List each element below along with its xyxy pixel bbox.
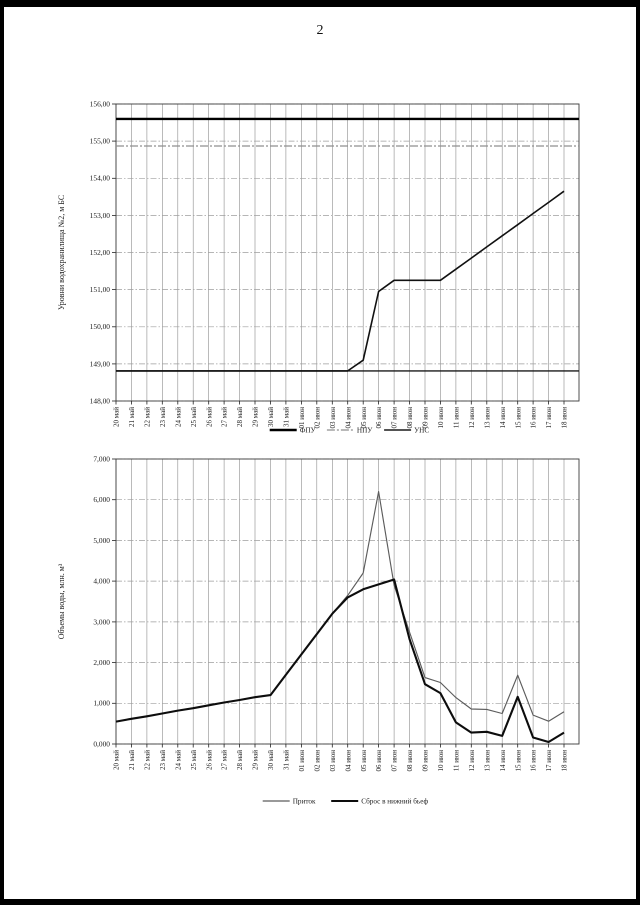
series-line <box>115 578 565 744</box>
x-tick-label: 14 июн <box>499 750 507 772</box>
y-tick-label: 4,000 <box>93 577 110 586</box>
y-tick-label: 0,000 <box>93 739 110 748</box>
x-tick-label: 01 июн <box>298 407 306 429</box>
y-tick-label: 1,000 <box>93 699 110 708</box>
x-tick-label: 09 июн <box>422 750 430 772</box>
y-tick-label: 153,00 <box>90 211 111 220</box>
x-tick-label: 13 июн <box>483 407 491 429</box>
x-tick-label: 05 июн <box>360 750 368 772</box>
x-tick-label: 10 июн <box>437 750 445 772</box>
x-tick-label: 28 май <box>236 407 244 427</box>
reservoir-levels-chart: 148,00 149,00 150,00 151,00 152,00 153,00 154,… <box>57 99 580 435</box>
x-tick-label: 20 май <box>113 750 121 770</box>
x-tick-label: 11 июн <box>453 750 461 771</box>
y-tick-label: 149,00 <box>90 359 111 368</box>
x-tick-label: 27 май <box>221 750 229 770</box>
legend-label: ФПУ <box>300 427 317 435</box>
x-tick-label: 31 май <box>283 750 291 770</box>
x-tick-label: 23 май <box>159 407 167 427</box>
x-tick-label: 06 июн <box>375 407 383 429</box>
x-tick-label: 17 июн <box>545 750 553 772</box>
x-tick-label: 18 июн <box>561 750 569 772</box>
x-tick-label: 22 май <box>144 750 152 770</box>
x-tick-label: 10 июн <box>437 407 445 429</box>
x-tick-label: 17 июн <box>545 407 553 429</box>
x-tick-label: 05 июн <box>360 407 368 429</box>
x-tick-label: 21 май <box>128 750 136 770</box>
x-tick-label: 27 май <box>221 407 229 427</box>
x-tick-label: 15 июн <box>514 750 522 772</box>
x-tick-label: 16 июн <box>530 407 538 429</box>
x-tick-label: 18 июн <box>561 407 569 429</box>
x-tick-label: 24 май <box>174 407 182 427</box>
x-tick-label: 20 май <box>113 407 121 427</box>
x-tick-label: 13 июн <box>483 750 491 772</box>
y-tick-label: 154,00 <box>90 174 111 183</box>
x-tick-label: 07 июн <box>391 407 399 429</box>
y-axis-title: Уровни водохранилища №2, м БС <box>57 195 66 310</box>
x-tick-label: 26 май <box>205 407 213 427</box>
x-tick-label: 22 май <box>144 407 152 427</box>
legend-label: НПУ <box>357 427 373 435</box>
x-tick-label: 30 май <box>267 750 275 770</box>
x-tick-label: 28 май <box>236 750 244 770</box>
x-tick-label: 31 май <box>283 407 291 427</box>
legend-label: УНС <box>414 427 429 435</box>
x-tick-label: 15 июн <box>514 407 522 429</box>
x-tick-label: 23 май <box>159 750 167 770</box>
x-tick-label: 02 июн <box>313 407 321 429</box>
x-tick-label: 04 июн <box>344 750 352 772</box>
x-tick-label: 25 май <box>190 407 198 427</box>
y-tick-label: 151,00 <box>90 285 111 294</box>
y-tick-label: 148,00 <box>90 396 111 405</box>
x-tick-label: 02 июн <box>313 750 321 772</box>
x-tick-label: 14 июн <box>499 407 507 429</box>
x-tick-label: 06 июн <box>375 750 383 772</box>
x-tick-label: 04 июн <box>344 407 352 429</box>
x-tick-label: 21 май <box>128 407 136 427</box>
x-tick-label: 03 июн <box>329 750 337 772</box>
x-tick-label: 29 май <box>252 407 260 427</box>
y-tick-label: 150,00 <box>90 322 111 331</box>
x-tick-label: 16 июн <box>530 750 538 772</box>
x-tick-label: 29 май <box>252 750 260 770</box>
y-tick-label: 3,000 <box>93 617 110 626</box>
x-tick-label: 12 июн <box>468 407 476 429</box>
y-tick-label: 152,00 <box>90 248 111 257</box>
y-tick-label: 5,000 <box>93 536 110 545</box>
x-tick-label: 24 май <box>174 750 182 770</box>
x-tick-label: 11 июн <box>453 407 461 428</box>
series-line <box>116 190 565 372</box>
x-tick-label: 30 май <box>267 407 275 427</box>
x-tick-label: 09 июн <box>422 407 430 429</box>
x-tick-label: 08 июн <box>406 750 414 772</box>
y-tick-label: 155,00 <box>90 137 111 146</box>
page-number: 2 <box>316 23 324 38</box>
x-tick-label: 08 июн <box>406 407 414 429</box>
x-tick-label: 12 июн <box>468 750 476 772</box>
y-tick-label: 156,00 <box>90 99 111 108</box>
legend-label: Приток <box>293 798 316 806</box>
water-volumes-chart: 0,000 1,000 2,000 3,000 4,000 5,000 6,000 7,000… <box>57 454 580 806</box>
x-tick-label: 01 июн <box>298 750 306 772</box>
x-tick-label: 03 июн <box>329 407 337 429</box>
y-axis-title: Объемы воды, млн. м³ <box>57 563 66 639</box>
x-tick-label: 07 июн <box>391 750 399 772</box>
y-tick-label: 2,000 <box>93 658 110 667</box>
y-tick-label: 6,000 <box>93 495 110 504</box>
x-tick-label: 25 май <box>190 750 198 770</box>
legend-label: Сброс в нижний бьеф <box>361 798 428 806</box>
x-tick-label: 26 май <box>205 750 213 770</box>
y-tick-label: 7,000 <box>93 454 110 463</box>
